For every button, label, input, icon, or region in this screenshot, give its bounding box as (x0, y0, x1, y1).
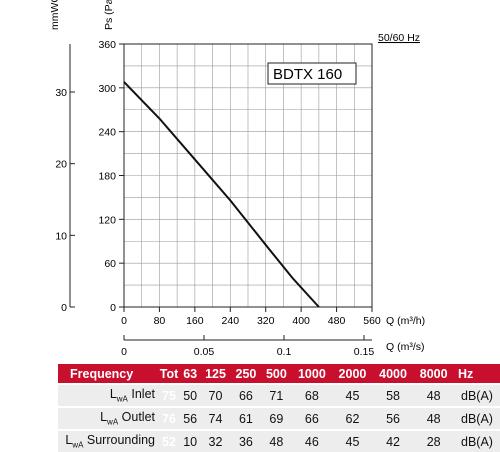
total-inlet: 75 (158, 383, 180, 407)
grid (124, 44, 372, 307)
value-inlet-8000: 48 (413, 383, 454, 407)
x-axis-label: Q (m³/h) (386, 315, 425, 327)
y-tick-label: 120 (98, 214, 116, 226)
x-tick-label: 320 (257, 315, 275, 327)
value-inlet-500: 71 (261, 383, 292, 407)
table-row-outlet: LwA Outlet 76 56 74 61 69 66 62 56 48 dB… (58, 406, 500, 430)
value-outlet-8000: 48 (413, 406, 454, 430)
value-outlet-2000: 62 (332, 406, 373, 430)
y-tick-label: 300 (98, 83, 116, 95)
x2-tick-label: 0.1 (277, 346, 292, 358)
value-inlet-4000: 58 (372, 383, 414, 407)
value-surrounding-125: 32 (200, 429, 231, 452)
model-label-box (267, 62, 357, 85)
row-label-outlet: LwA Outlet (58, 406, 158, 430)
x2-tick-label: 0.15 (354, 346, 375, 358)
x-tick-label: 80 (154, 315, 166, 327)
noise-table-header: Frequency Tot 63 125 250 500 1000 2000 4… (58, 364, 500, 384)
x-tick-label: 480 (328, 315, 346, 327)
row-label-inlet: LwA Inlet (58, 383, 158, 407)
x2-tick-label: 0.05 (194, 346, 215, 358)
total-outlet: 76 (158, 406, 180, 430)
noise-table: Frequency Tot 63 125 250 500 1000 2000 4… (58, 364, 500, 452)
value-surrounding-4000: 42 (372, 429, 414, 452)
value-inlet-250: 66 (230, 383, 262, 407)
y-tick-label: 60 (104, 258, 116, 270)
value-surrounding-250: 36 (230, 429, 262, 452)
value-outlet-4000: 56 (372, 406, 414, 430)
total-header: Tot (158, 364, 180, 384)
frequency-label: 50/60 Hz (378, 32, 420, 44)
x2-axis-label: Q (m³/s) (386, 341, 425, 353)
freq-header-250: 250 (230, 364, 262, 384)
mmwg-tick-label: 20 (55, 159, 67, 171)
x-tick-label: 160 (186, 315, 204, 327)
value-inlet-125: 70 (200, 383, 231, 407)
value-outlet-125: 74 (200, 406, 231, 430)
freq-header-2000: 2000 (332, 364, 373, 384)
freq-header-63: 63 (180, 364, 201, 384)
freq-header-8000: 8000 (413, 364, 454, 384)
value-surrounding-1000: 46 (291, 429, 333, 452)
value-inlet-1000: 68 (291, 383, 333, 407)
x-tick-label: 240 (222, 315, 240, 327)
value-inlet-63: 50 (180, 383, 201, 407)
value-outlet-1000: 66 (291, 406, 333, 430)
value-surrounding-8000: 28 (413, 429, 454, 452)
freq-header-4000: 4000 (372, 364, 414, 384)
mmwg-tick-label: 0 (61, 302, 67, 314)
unit-outlet: dB(A) (454, 406, 500, 430)
freq-header-1000: 1000 (291, 364, 333, 384)
x-tick-label: 0 (121, 315, 127, 327)
model-label: BDTX 160 (273, 66, 342, 83)
mmwg-axis-label: mmWG (49, 0, 61, 30)
table-row-surrounding: LwA Surrounding 52 10 32 36 48 46 45 42 … (58, 429, 500, 452)
value-outlet-500: 69 (261, 406, 292, 430)
fan-curve-chart: 0 60 120 180 240 300 360 0 10 20 30 0 80 160 240 320 4… (49, 0, 425, 358)
fan-curve-line (123, 81, 320, 308)
unit-surrounding: dB(A) (454, 429, 500, 452)
y-tick-label: 240 (98, 127, 116, 139)
value-outlet-250: 61 (230, 406, 262, 430)
table-row-inlet: LwA Inlet 75 50 70 66 71 68 45 58 48 dB(… (58, 383, 500, 407)
value-inlet-2000: 45 (332, 383, 373, 407)
y-tick-label: 0 (110, 302, 116, 314)
y-tick-label: 180 (98, 171, 116, 183)
x-tick-label: 400 (292, 315, 310, 327)
x2-tick-label: 0 (121, 346, 127, 358)
unit-inlet: dB(A) (454, 383, 500, 407)
value-outlet-63: 56 (180, 406, 201, 430)
value-surrounding-63: 10 (180, 429, 201, 452)
freq-header-500: 500 (261, 364, 292, 384)
frequency-header: Frequency (58, 364, 158, 384)
row-label-surrounding: LwA Surrounding (58, 429, 158, 452)
value-surrounding-2000: 45 (332, 429, 373, 452)
y-axis-label: Ps (Pa) (103, 0, 115, 30)
mmwg-tick-label: 30 (55, 87, 67, 99)
freq-header-125: 125 (200, 364, 231, 384)
mmwg-tick-label: 10 (55, 230, 67, 242)
x-tick-label: 560 (363, 315, 381, 327)
total-surrounding: 52 (158, 429, 180, 452)
unit-header: Hz (454, 364, 500, 384)
y-tick-label: 360 (98, 39, 116, 51)
value-surrounding-500: 48 (261, 429, 292, 452)
